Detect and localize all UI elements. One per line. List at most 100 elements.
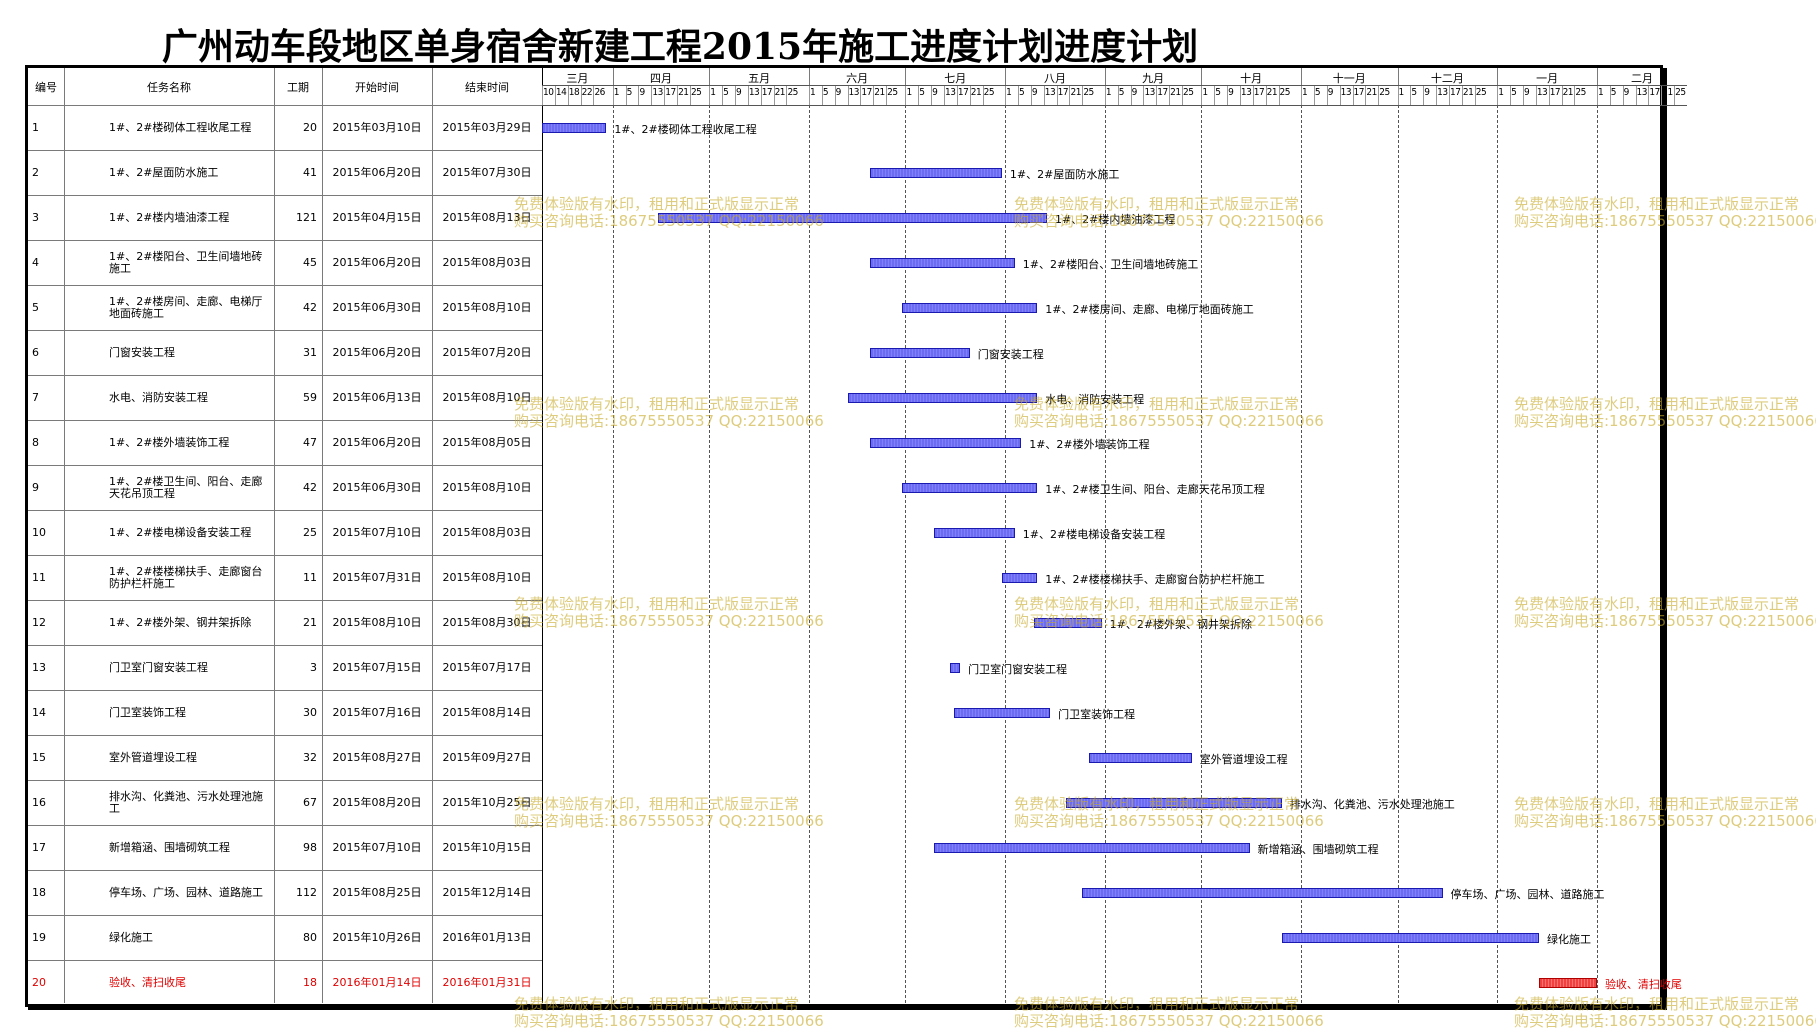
gantt-bar	[934, 842, 1250, 853]
gantt-bar-label: 绿化施工	[1547, 932, 1592, 946]
month-label: 五月	[748, 72, 771, 85]
gantt-bar-label: 1#、2#楼外墙装饰工程	[1029, 437, 1150, 451]
gantt-bar	[902, 302, 1038, 313]
day-tick-label: 21	[678, 87, 689, 98]
table-row-divider	[28, 285, 542, 286]
gantt-bar	[950, 662, 961, 673]
day-tick	[1574, 85, 1576, 105]
day-tick-label: 18	[568, 87, 580, 98]
day-tick-label: 21	[1562, 87, 1574, 98]
task-end: 2015年08月10日	[442, 570, 532, 584]
task-start: 2015年10月26日	[332, 930, 422, 944]
day-tick	[944, 85, 946, 105]
day-tick	[1104, 85, 1106, 105]
task-end: 2016年01月13日	[442, 930, 532, 944]
day-tick-label: 5	[1019, 87, 1025, 98]
table-row-divider	[28, 510, 542, 511]
gantt-bar	[934, 527, 1015, 538]
day-tick	[1201, 85, 1203, 105]
month-label: 四月	[649, 72, 672, 85]
task-start: 2015年07月15日	[332, 660, 422, 674]
task-id: 20	[32, 975, 46, 989]
task-name: 水电、消防安装工程	[109, 390, 208, 404]
day-tick-label: 14	[555, 87, 567, 98]
task-id: 16	[32, 795, 46, 809]
gantt-bar-label: 1#、2#楼外架、钢井架拆除	[1109, 617, 1253, 631]
day-tick	[956, 85, 958, 105]
task-duration: 59	[303, 390, 317, 404]
day-tick-label: 21	[1662, 87, 1673, 98]
day-tick	[1535, 85, 1537, 105]
day-tick-label: 9	[639, 87, 645, 98]
task-name: 绿化施工	[109, 930, 153, 944]
day-tick	[1182, 85, 1184, 105]
day-tick-label: 5	[1511, 87, 1517, 98]
table-row-divider	[28, 195, 542, 196]
day-tick	[931, 85, 933, 105]
day-tick-label: 25	[1083, 87, 1094, 98]
day-tick-label: 9	[1623, 87, 1630, 98]
day-tick	[612, 85, 614, 105]
day-tick	[1474, 85, 1476, 105]
day-tick	[677, 85, 679, 105]
task-id: 3	[32, 210, 39, 224]
task-start: 2015年06月30日	[332, 300, 422, 314]
day-tick-label: 13	[1340, 87, 1352, 98]
task-name: 1#、2#楼砌体工程收尾工程	[109, 120, 252, 134]
day-tick-label: 17	[957, 87, 969, 98]
month-gridline	[808, 105, 810, 1003]
day-tick	[1143, 85, 1145, 105]
day-tick	[1378, 85, 1380, 105]
gantt-bar	[1066, 797, 1282, 808]
task-id: 17	[32, 840, 46, 854]
month-gridline	[1301, 105, 1303, 1003]
task-end: 2015年07月17日	[442, 660, 532, 674]
gantt-bar-label: 1#、2#楼楼梯扶手、走廊窗台防护栏杆施工	[1045, 572, 1265, 586]
day-tick	[786, 85, 788, 105]
task-end: 2015年08月14日	[442, 705, 532, 719]
day-tick	[1461, 85, 1463, 105]
day-tick	[1609, 85, 1611, 105]
day-tick	[1301, 85, 1303, 105]
day-tick-label: 1	[906, 87, 912, 98]
day-tick-label: 1	[613, 87, 620, 98]
day-tick-label: 25	[1379, 87, 1390, 98]
day-tick	[651, 85, 653, 105]
task-end: 2015年08月03日	[442, 255, 532, 269]
day-tick-label: 10	[543, 87, 554, 98]
task-duration: 11	[303, 570, 317, 584]
table-row-divider	[28, 420, 542, 421]
day-tick-label: 5	[1314, 87, 1321, 98]
task-id: 8	[32, 435, 39, 449]
task-end: 2015年08月03日	[442, 525, 532, 539]
day-tick	[1674, 85, 1676, 105]
day-tick-label: 13	[1144, 87, 1155, 98]
day-tick	[1156, 85, 1158, 105]
day-tick	[982, 85, 984, 105]
day-tick	[1056, 85, 1058, 105]
day-tick-label: 13	[1536, 87, 1548, 98]
day-tick-label: 9	[1327, 87, 1334, 98]
day-tick-label: 17	[1449, 87, 1461, 98]
day-tick-label: 21	[874, 87, 885, 98]
task-start: 2015年07月10日	[332, 840, 422, 854]
day-tick	[1214, 85, 1216, 105]
table-column-divider	[542, 68, 543, 1003]
day-tick-label: 13	[1240, 87, 1252, 98]
day-tick-label: 9	[835, 87, 842, 98]
day-tick-label: 17	[761, 87, 773, 98]
day-tick	[747, 85, 749, 105]
task-start: 2015年06月30日	[332, 480, 422, 494]
task-id: 19	[32, 930, 46, 944]
gantt-bar-label: 排水沟、化粪池、污水处理池施工	[1289, 797, 1455, 811]
day-tick	[1265, 85, 1267, 105]
month-label: 八月	[1043, 72, 1066, 85]
task-start: 2015年08月10日	[332, 615, 422, 629]
gantt-bar	[953, 707, 1051, 718]
month-gridline	[612, 105, 614, 1003]
task-id: 12	[32, 615, 46, 629]
day-tick	[1278, 85, 1280, 105]
day-tick-label: 9	[1031, 87, 1038, 98]
table-row-divider	[28, 645, 542, 646]
task-end: 2015年09月27日	[442, 750, 532, 764]
